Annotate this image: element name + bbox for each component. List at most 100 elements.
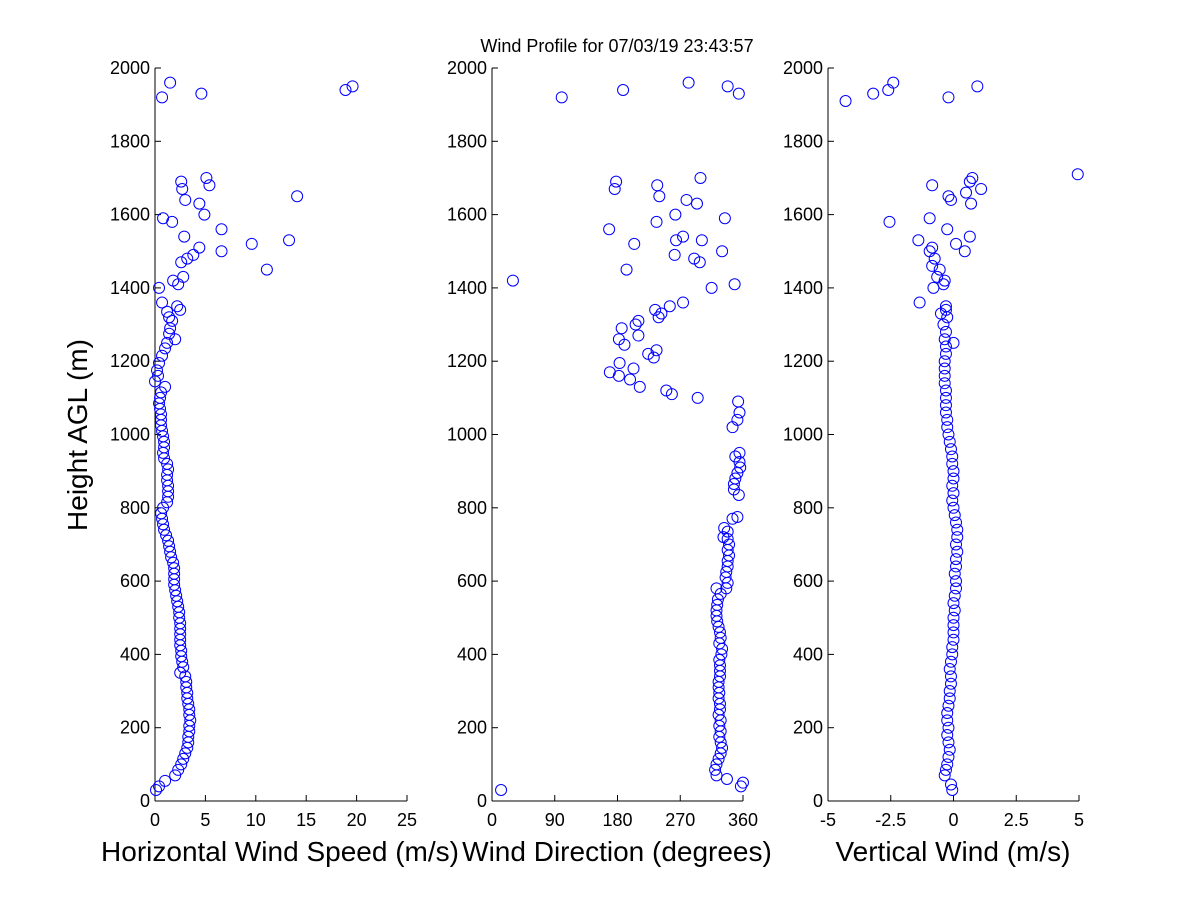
- direction-data-point: [718, 212, 731, 225]
- vertical-data-point: [942, 736, 955, 749]
- vertical-data-point: [938, 274, 951, 287]
- vertical-data-point: [887, 76, 900, 89]
- vertical-data-point: [951, 523, 964, 536]
- vertical-data-point: [947, 597, 960, 610]
- direction-y-tick-label: 1600: [447, 205, 487, 225]
- direction-data-point: [670, 234, 683, 247]
- speed-x-tick-label: 5: [200, 810, 210, 830]
- vertical-data-point: [947, 465, 960, 478]
- vertical-data-point: [942, 190, 955, 203]
- direction-data-point: [716, 741, 729, 754]
- speed-data-point: [193, 241, 206, 254]
- vertical-data-point: [947, 626, 960, 639]
- direction-data-point: [650, 344, 663, 357]
- vertical-y-tick-label: 200: [793, 718, 823, 738]
- direction-x-axis-label: Wind Direction (degrees): [462, 836, 772, 867]
- vertical-x-tick-label: 0: [948, 810, 958, 830]
- vertical-data-point: [963, 230, 976, 243]
- vertical-panel: 0 200 400 600 800 1000 1200 1400 1600 1800 2000 -5 -…: [783, 58, 1084, 830]
- speed-data-point: [153, 357, 166, 370]
- vertical-data-point: [950, 538, 963, 551]
- vertical-data-point: [943, 743, 956, 756]
- direction-data-point: [695, 234, 708, 247]
- speed-data-point: [151, 364, 164, 377]
- vertical-data-point: [938, 369, 951, 382]
- speed-y-tick-label: 0: [140, 791, 150, 811]
- vertical-data-point: [947, 487, 960, 500]
- speed-data-point: [161, 457, 174, 470]
- vertical-data-point: [942, 699, 955, 712]
- speed-data-point: [150, 784, 163, 797]
- vertical-data-point: [951, 531, 964, 544]
- direction-data-point: [617, 83, 630, 96]
- speed-data-point: [174, 303, 187, 316]
- vertical-data-point: [944, 778, 957, 791]
- direction-data-point: [632, 314, 645, 327]
- vertical-data-point: [942, 721, 955, 734]
- speed-y-tick-label: 200: [120, 718, 150, 738]
- speed-data-point: [156, 91, 169, 104]
- vertical-data-point: [944, 677, 957, 690]
- speed-data-point: [154, 391, 167, 404]
- direction-panel: 0 200 400 600 800 1000 1200 1400 1600 1800 2000 0 90…: [447, 58, 758, 830]
- speed-y-tick-label: 600: [120, 571, 150, 591]
- direction-data-point: [726, 512, 739, 525]
- speed-x-axis-label: Horizontal Wind Speed (m/s): [101, 836, 459, 867]
- speed-data-point: [215, 223, 228, 236]
- direction-data-point: [716, 245, 729, 258]
- vertical-data-point: [951, 545, 964, 558]
- direction-data-point: [624, 373, 637, 386]
- direction-x-tick-label: 90: [545, 810, 565, 830]
- direction-data-point: [691, 391, 704, 404]
- speed-data-point: [160, 529, 173, 542]
- vertical-data-point: [950, 237, 963, 250]
- vertical-data-point: [943, 435, 956, 448]
- vertical-data-point: [942, 428, 955, 441]
- direction-data-point: [731, 510, 744, 523]
- direction-data-point: [711, 598, 724, 611]
- vertical-data-point: [946, 457, 959, 470]
- speed-data-point: [167, 556, 180, 569]
- speed-data-point: [260, 263, 273, 276]
- direction-y-tick-label: 200: [457, 718, 487, 738]
- direction-data-point: [613, 357, 626, 370]
- direction-data-point: [677, 230, 690, 243]
- vertical-data-point: [939, 300, 952, 313]
- direction-data-point: [721, 80, 734, 93]
- direction-data-point: [718, 521, 731, 534]
- direction-data-point: [721, 525, 734, 538]
- vertical-data-point: [946, 648, 959, 661]
- vertical-data-point: [939, 399, 952, 412]
- vertical-data-point: [941, 707, 954, 720]
- speed-data-point: [198, 208, 211, 221]
- vertical-data-point: [947, 611, 960, 624]
- direction-data-point: [603, 366, 616, 379]
- speed-y-tick-label: 1800: [110, 131, 150, 151]
- vertical-data-point: [948, 509, 961, 522]
- vertical-data-point: [913, 296, 926, 309]
- speed-data-point: [175, 175, 188, 188]
- direction-data-point: [655, 307, 668, 320]
- direction-y-tick-label: 600: [457, 571, 487, 591]
- speed-data-point: [172, 763, 185, 776]
- speed-data-point: [162, 463, 175, 476]
- direction-data-point: [668, 248, 681, 261]
- direction-data-point: [728, 278, 741, 291]
- vertical-data-point: [943, 692, 956, 705]
- vertical-data-point: [947, 619, 960, 632]
- direction-data-point: [652, 311, 665, 324]
- vertical-data-point: [938, 377, 951, 390]
- vertical-data-point: [946, 641, 959, 654]
- vertical-y-tick-label: 600: [793, 571, 823, 591]
- vertical-data-point: [883, 215, 896, 228]
- direction-x-tick-label: 360: [728, 810, 758, 830]
- speed-data-point: [163, 327, 176, 340]
- speed-x-tick-label: 0: [150, 810, 160, 830]
- direction-data-point: [620, 263, 633, 276]
- direction-data-point: [642, 347, 655, 360]
- speed-x-tick-label: 15: [296, 810, 316, 830]
- vertical-data-point: [939, 391, 952, 404]
- direction-data-point: [732, 395, 745, 408]
- speed-data-point: [159, 380, 172, 393]
